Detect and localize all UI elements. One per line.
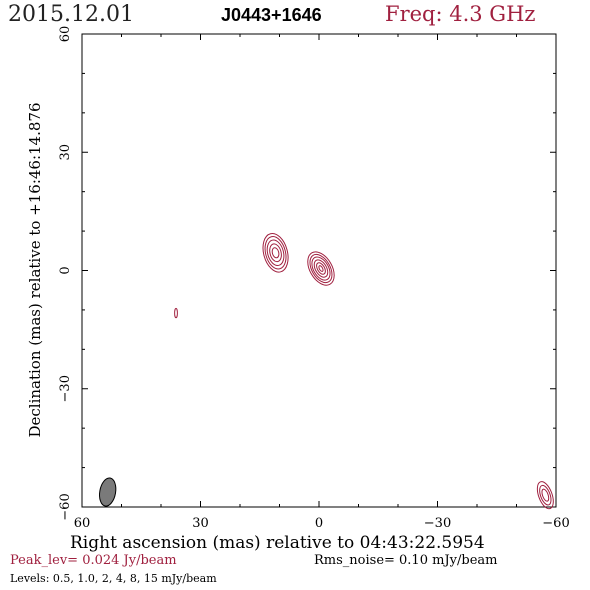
contour-component-faint-blob [174,307,178,319]
y-tick-label: 0 [58,266,73,274]
x-tick-label: −30 [424,516,451,531]
contour-level [318,265,324,272]
contour-level [309,253,333,284]
contour-level [307,251,335,286]
y-axis-label: Declination (mas) relative to +16:46:14.… [26,102,44,437]
contour-level [271,247,280,259]
peak-level: Peak_lev= 0.024 Jy/beam [10,553,177,568]
y-tick-label: −30 [58,375,73,402]
contour-level [311,256,331,281]
beam-ellipse [99,477,117,507]
contour-level [541,488,550,502]
contour-components [174,232,554,510]
contour-level [262,232,289,273]
contour-level [539,484,552,506]
contour-level [269,243,282,263]
beam-shape [99,477,117,507]
contour-component-core [307,251,335,286]
beam-ellipse-fill [99,477,117,507]
y-tick-label: −60 [58,493,73,520]
y-tick-label: 60 [58,26,73,43]
x-tick-label: 30 [192,516,209,531]
frequency-label: Freq: 4.3 GHz [385,2,536,26]
x-tick-label: 0 [315,516,323,531]
x-axis-label: Right ascension (mas) relative to 04:43:… [70,533,485,553]
plot-frame [81,33,557,508]
contour-level [174,307,178,319]
contour-component-jet-knot [262,232,289,273]
contour-level [316,262,326,275]
x-tick-label: −60 [542,516,569,531]
contour-component-edge-feature [536,481,554,510]
contour-level [313,259,329,278]
observation-date: 2015.12.01 [8,2,134,27]
contour-level [264,236,287,270]
rms-noise: Rms_noise= 0.10 mJy/beam [314,553,498,568]
contour-level [536,481,554,510]
axis-tick-labels: 60 30 0 −30 −60 −60 −30 0 30 60 [58,26,570,531]
source-name: J0443+1646 [221,5,322,25]
axis-ticks [81,33,557,508]
contour-levels: Levels: 0.5, 1.0, 2, 4, 8, 15 mJy/beam [10,572,217,585]
y-tick-label: 30 [58,144,73,161]
contour-level [266,239,285,266]
x-tick-label: 60 [74,516,91,531]
